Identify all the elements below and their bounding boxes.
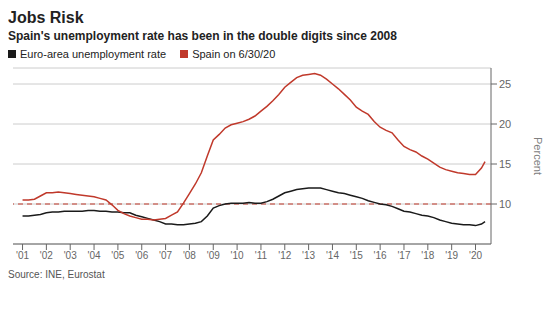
svg-text:10: 10 [499,198,511,210]
svg-text:'02: '02 [40,250,53,261]
svg-text:'09: '09 [207,250,220,261]
svg-text:'15: '15 [350,250,363,261]
svg-text:'13: '13 [302,250,315,261]
html-text:Spain on 6/30/20: Spain on 6/30/20 [192,48,276,60]
svg-text:'17: '17 [397,250,410,261]
svg-text:'06: '06 [135,250,148,261]
svg-text:'14: '14 [326,250,339,261]
svg-text:'01: '01 [16,250,29,261]
html-text:Jobs Risk: Jobs Risk [8,9,84,26]
svg-text:'04: '04 [88,250,101,261]
svg-text:'19: '19 [445,250,458,261]
html-text:Source: INE, Eurostat: Source: INE, Eurostat [8,269,105,280]
svg-text:25: 25 [499,78,511,90]
svg-text:15: 15 [499,158,511,170]
svg-text:'12: '12 [278,250,291,261]
svg-text:'16: '16 [374,250,387,261]
svg-text:20: 20 [499,118,511,130]
svg-text:Percent: Percent [532,137,544,175]
svg-text:'03: '03 [64,250,77,261]
svg-text:'05: '05 [111,250,124,261]
svg-text:'11: '11 [255,250,268,261]
svg-text:'20: '20 [469,250,482,261]
svg-text:'08: '08 [183,250,196,261]
html-text:Euro-area unemployment rate: Euro-area unemployment rate [20,48,167,60]
svg-text:'18: '18 [421,250,434,261]
html-text:Spain's unemployment rate has: Spain's unemployment rate has been in th… [8,29,397,43]
svg-text:'07: '07 [159,250,172,261]
svg-text:'10: '10 [231,250,244,261]
